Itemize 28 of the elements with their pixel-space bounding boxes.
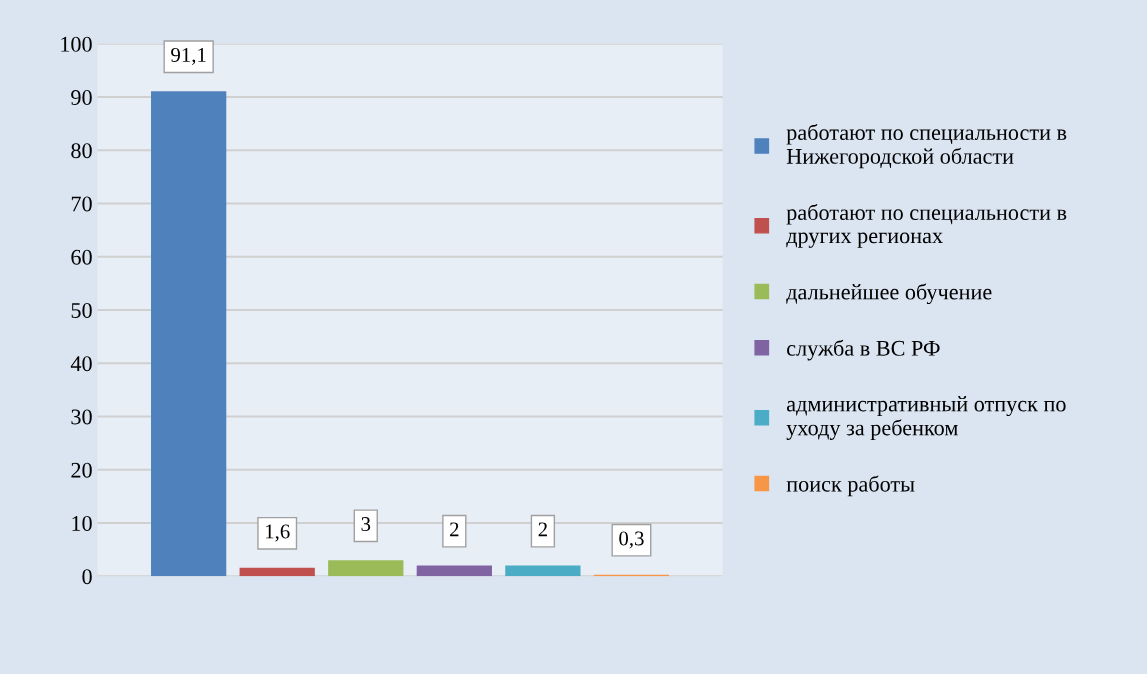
bar (328, 560, 404, 577)
data-label: 1,6 (266, 524, 290, 542)
data-label: 2 (450, 522, 459, 537)
legend-label: дальнейшее обучение (786, 283, 992, 305)
y-tick-label: 80 (71, 143, 92, 159)
y-tick-label: 0 (82, 569, 92, 585)
y-tick-label: 100 (61, 36, 92, 52)
bar (239, 567, 315, 577)
data-label: 91,1 (171, 47, 206, 65)
bar (505, 565, 581, 577)
y-tick-label: 10 (72, 515, 92, 531)
bar (151, 91, 227, 577)
y-tick-label: 50 (71, 302, 92, 318)
y-tick-label: 70 (71, 196, 92, 212)
legend-label: работают по специальности в Нижегородской области (786, 123, 1067, 169)
bar (416, 565, 492, 577)
data-label: 0,3 (619, 531, 644, 549)
y-tick-label: 60 (71, 249, 92, 265)
legend-label: поиск работы (786, 475, 915, 497)
legend-label: служба в ВС РФ (787, 339, 940, 361)
data-label: 2 (538, 522, 547, 537)
y-tick-label: 90 (71, 89, 92, 105)
y-tick-label: 20 (71, 462, 92, 478)
legend-label: административный отпуск по уходу за ребенком (786, 396, 1066, 440)
y-tick-label: 40 (70, 356, 92, 372)
data-label: 3 (361, 517, 371, 532)
y-tick-label: 30 (71, 409, 92, 425)
legend-label: работают по специальности в других регионах (786, 203, 1067, 248)
